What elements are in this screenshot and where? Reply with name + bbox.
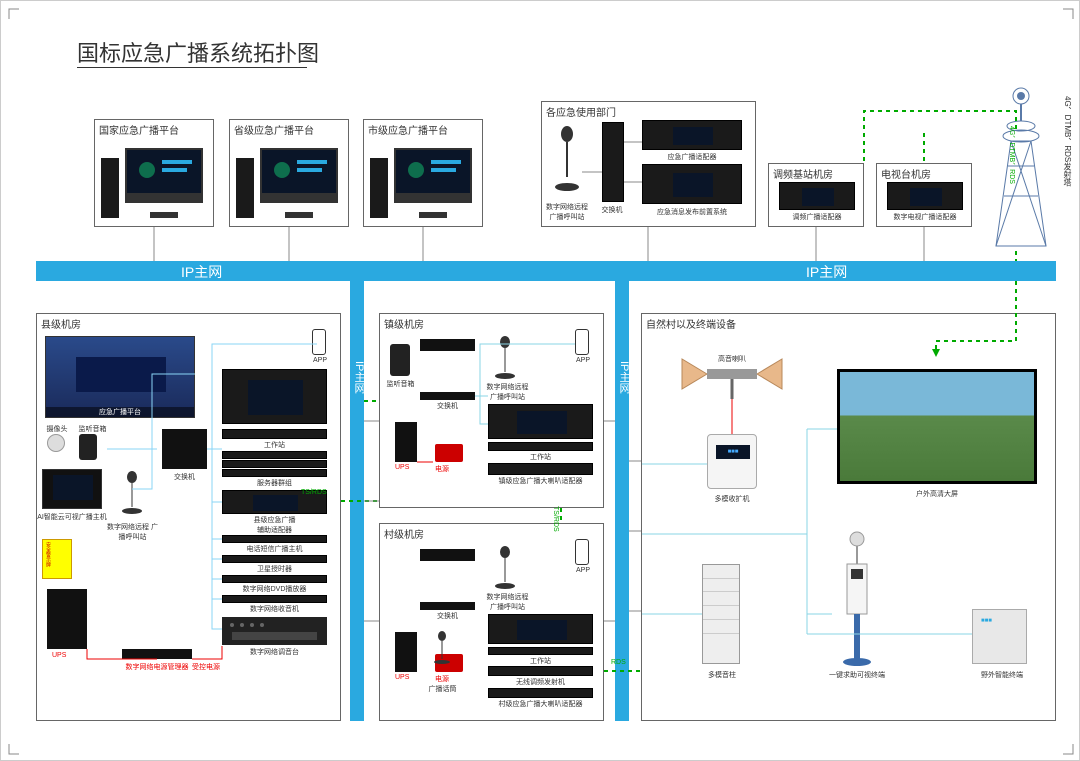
- label: 交换机: [420, 611, 475, 621]
- rack-row: [420, 602, 475, 610]
- panel-village: 村级机房 交换机 UPS 电源 广播话筒 数字网络远程 广播呼叫站 工作站 无线…: [379, 523, 604, 721]
- rack-row: [488, 666, 593, 676]
- panel-town: 镇级机房 监听音箱 交换机 UPS 电源 数字网络远程 广播呼叫站 工作站 镇级…: [379, 313, 604, 508]
- ups-icon: [395, 632, 417, 672]
- rack-main: [488, 614, 593, 644]
- label: 无线调频发射机: [488, 677, 593, 687]
- panel-county: 县级机房 应急广播平台 摄像头 监听音箱 AI智能云可视广播主机 数字网络远程 …: [36, 313, 341, 721]
- sub-bus-2: IP主网: [615, 281, 629, 721]
- rds-label: RDS: [611, 659, 626, 666]
- ts-rds-label: TS/RDS: [552, 506, 559, 532]
- mic-icon: [490, 544, 520, 594]
- exchange-icon: [420, 549, 475, 561]
- label: 数字网络远程 广播呼叫站: [480, 592, 535, 612]
- label: 村级应急广播大喇叭适配器: [488, 699, 593, 709]
- rack-row: [488, 647, 593, 655]
- sub-bus-1: IP主网: [350, 281, 364, 721]
- ts-rds-label: TS/RDS: [301, 489, 327, 496]
- sub-bus-label: IP主网: [616, 361, 632, 393]
- mic-icon: [430, 629, 455, 669]
- panel-label: 村级机房: [384, 526, 424, 541]
- panel-terminals: 自然村以及终端设备 高音喇叭 ■■■ 多模收扩机 户外高清大屏 多模音柱: [641, 313, 1056, 721]
- label: 工作站: [488, 656, 593, 666]
- label: 电源: [435, 674, 449, 684]
- rack-row: [488, 688, 593, 698]
- phone-icon: [575, 539, 589, 565]
- label: APP: [568, 567, 598, 574]
- sub-bus-label: IP主网: [351, 361, 367, 393]
- label: UPS: [395, 674, 409, 681]
- label: 广播话筒: [420, 684, 465, 694]
